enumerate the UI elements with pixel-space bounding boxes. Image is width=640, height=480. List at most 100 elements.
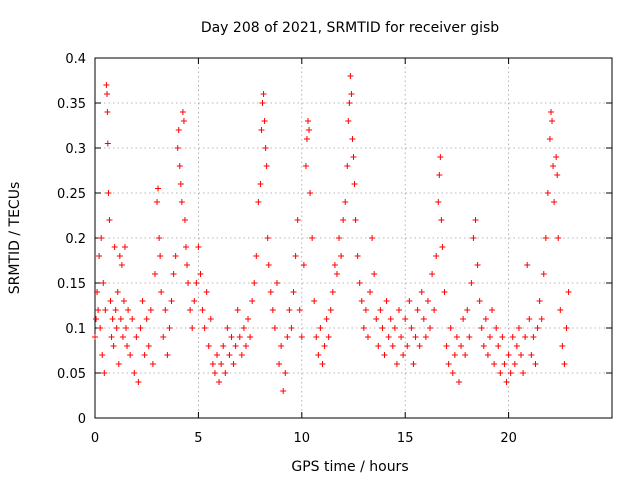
x-tick-label: 10 [294,431,311,446]
data-point [429,271,436,277]
data-point [513,343,520,349]
data-point [255,199,262,205]
data-point [113,325,120,331]
data-point [177,181,184,187]
data-point [416,343,423,349]
data-point [486,334,493,340]
data-point [292,253,299,259]
data-point [422,334,429,340]
data-point [309,235,316,241]
data-point [360,325,367,331]
y-axis-label: SRMTID / TECUs [7,182,23,295]
data-point [158,289,165,295]
data-point [474,262,481,268]
data-point [263,163,270,169]
data-point [347,73,354,79]
data-point [115,361,122,367]
data-point [236,334,243,340]
data-point [176,163,183,169]
data-point [439,244,446,250]
data-point [118,262,125,268]
data-point [123,325,130,331]
data-point [224,325,231,331]
data-point [240,325,247,331]
data-point [443,343,450,349]
data-point [98,235,105,241]
data-point [476,298,483,304]
y-tick-label: 0.25 [57,187,86,202]
data-point [511,361,518,367]
data-point [141,352,148,358]
data-point [362,307,369,313]
data-point [97,325,104,331]
data-point [259,100,266,106]
data-point [400,352,407,358]
y-axis-ticks: 0 0.05 0.1 0.15 0.2 0.25 0.3 0.35 0.4 [57,52,612,427]
data-point [336,235,343,241]
data-point [261,118,268,124]
data-point [220,343,227,349]
data-point [201,325,208,331]
data-point [524,262,531,268]
data-point [218,361,225,367]
data-point [100,280,107,286]
data-point [99,352,106,358]
data-point [518,352,525,358]
data-point [102,307,109,313]
data-point [264,235,271,241]
data-point [427,325,434,331]
data-point [550,163,557,169]
y-tick-label: 0.35 [57,97,86,112]
data-point [147,307,154,313]
data-point [410,361,417,367]
data-point [174,145,181,151]
data-point [156,235,163,241]
data-point [331,262,338,268]
data-point [145,343,152,349]
data-point [381,352,388,358]
data-point [367,289,374,295]
data-point [242,343,249,349]
data-point [290,289,297,295]
data-point [103,82,110,88]
data-point [199,307,206,313]
data-point [230,361,237,367]
data-point [116,253,123,259]
data-point [313,334,320,340]
data-point [103,91,110,97]
data-point [226,352,233,358]
data-point [284,334,291,340]
data-point [262,145,269,151]
data-point [257,181,264,187]
data-point [458,343,465,349]
data-point [402,316,409,322]
data-point [389,343,396,349]
data-point [125,307,132,313]
data-point [112,307,119,313]
data-point [267,289,274,295]
data-point [303,136,310,142]
data-point [205,343,212,349]
data-point [532,361,539,367]
data-point [358,298,365,304]
y-tick-label: 0.4 [65,52,86,67]
data-point [110,343,117,349]
data-point [412,334,419,340]
data-point [207,316,214,322]
data-point [271,325,278,331]
data-point [172,253,179,259]
data-point [561,361,568,367]
data-point [191,298,198,304]
data-point [105,190,112,196]
data-point [315,352,322,358]
data-point [214,352,221,358]
data-point [433,253,440,259]
x-tick-label: 5 [194,431,202,446]
chart-title: Day 208 of 2021, SRMTID for receiver gis… [201,20,499,36]
data-point [451,352,458,358]
data-point [143,316,150,322]
data-point [441,289,448,295]
data-point [121,244,128,250]
data-point [468,280,475,286]
data-point [298,334,305,340]
